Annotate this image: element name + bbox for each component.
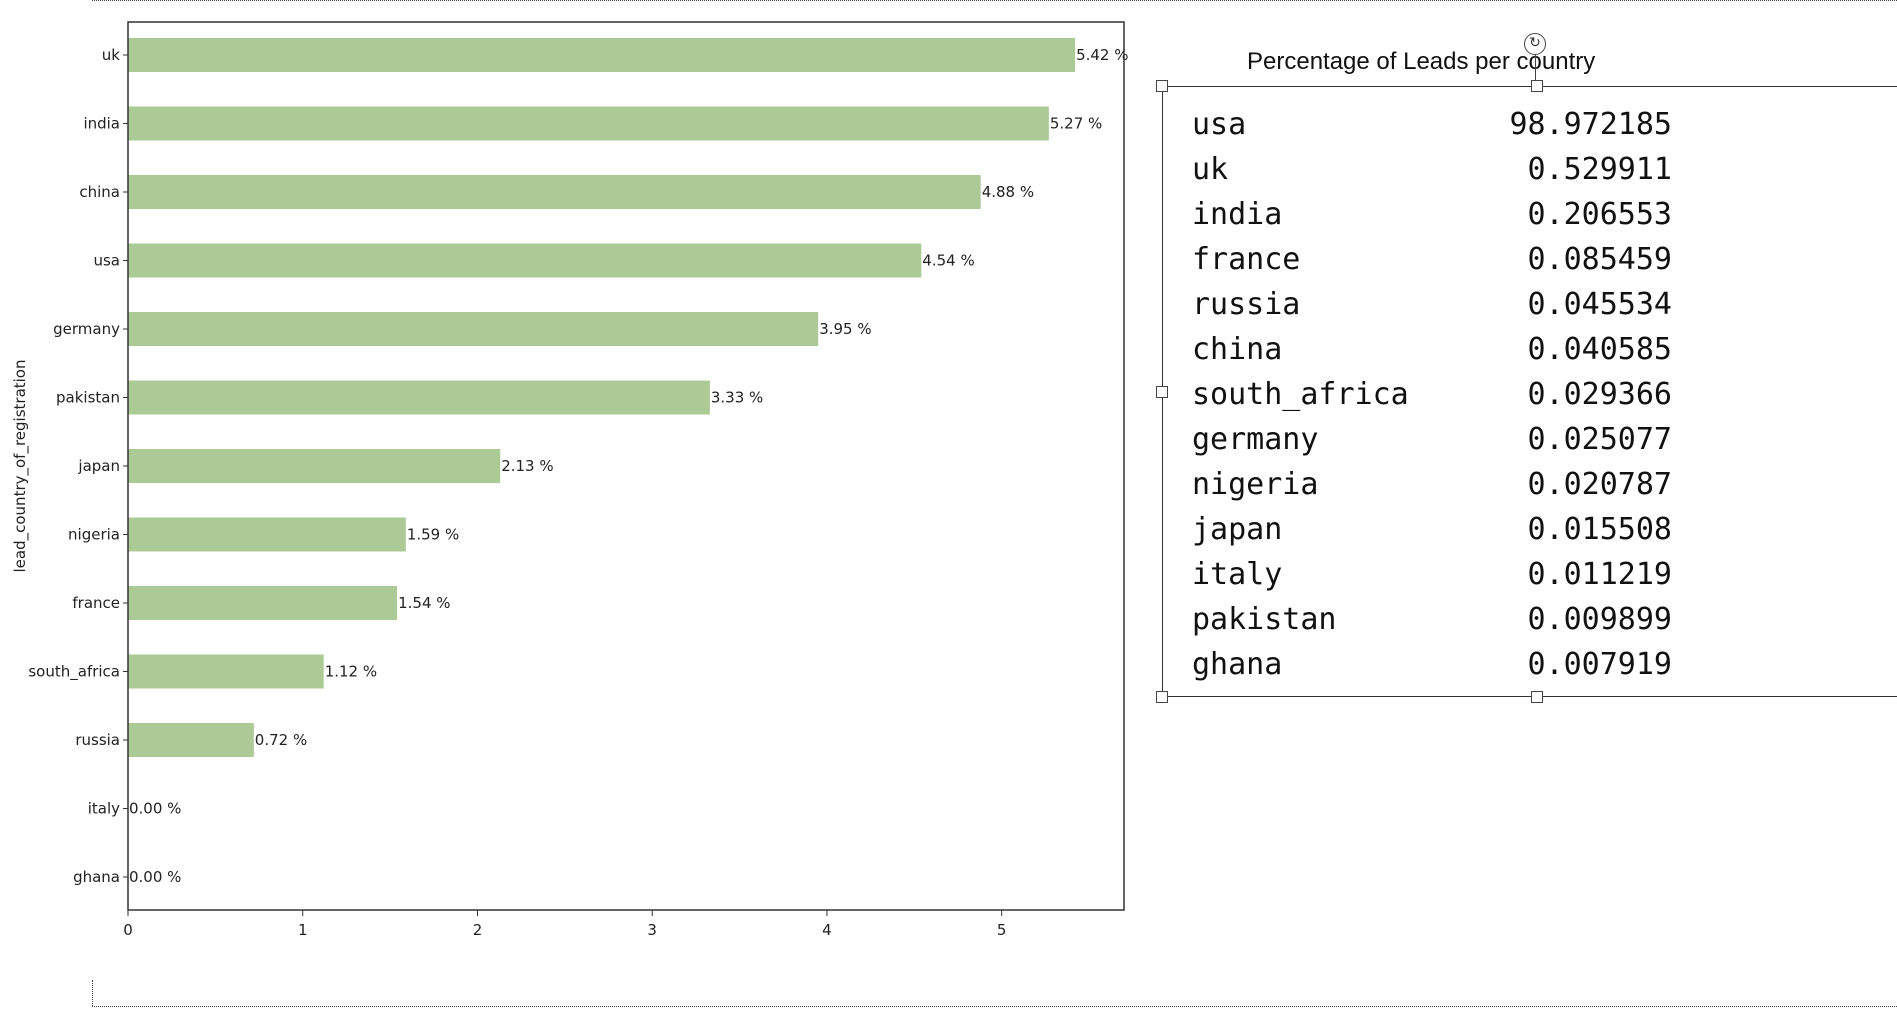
row-percentage-value: 0.007919: [1527, 647, 1673, 682]
table-title: Percentage of Leads per country: [1247, 48, 1596, 75]
row-country-name: russia: [1192, 287, 1301, 322]
ticks-layer: uk india china usa germany pakistan japan niger…: [28, 46, 1006, 939]
page-border-left: [92, 980, 93, 1006]
x-tick-label-5: 5: [997, 921, 1007, 939]
row-percentage-value: 0.020787: [1527, 467, 1673, 502]
data-label-ghana: 0.00 %: [129, 868, 181, 886]
table-row: italy 0.011219: [1192, 557, 1672, 602]
data-label-france: 1.54 %: [398, 594, 450, 612]
table-row: russia 0.045534: [1192, 287, 1672, 332]
bar-germany: [128, 312, 819, 346]
table-row: nigeria 0.020787: [1192, 467, 1672, 512]
y-tick-label-germany: germany: [53, 320, 120, 338]
row-percentage-value: 0.045534: [1527, 287, 1673, 322]
page-border-bottom: [92, 1006, 1897, 1007]
row-country-name: nigeria: [1192, 467, 1319, 502]
row-country-name: ghana: [1192, 647, 1283, 682]
bar-india: [128, 106, 1049, 141]
bar-china: [128, 175, 981, 209]
data-label-china: 4.88 %: [982, 183, 1034, 201]
y-tick-label-japan: japan: [77, 457, 120, 475]
row-country-name: china: [1192, 332, 1283, 367]
bar-france: [128, 586, 398, 620]
data-label-usa: 4.54 %: [922, 252, 974, 270]
data-label-germany: 3.95 %: [819, 320, 871, 338]
row-percentage-value: 0.011219: [1527, 557, 1673, 592]
y-tick-label-france: france: [72, 594, 120, 612]
table-row: china 0.040585: [1192, 332, 1672, 377]
y-tick-label-nigeria: nigeria: [68, 526, 120, 544]
x-tick-label-1: 1: [298, 921, 308, 939]
y-tick-label-india: india: [83, 115, 120, 133]
row-country-name: uk: [1192, 152, 1229, 187]
y-tick-label-usa: usa: [93, 252, 120, 270]
y-axis-label: lead_country_of_registration: [11, 360, 30, 573]
row-country-name: japan: [1192, 512, 1283, 547]
table-row: uk 0.529911: [1192, 152, 1672, 197]
row-country-name: germany: [1192, 422, 1319, 457]
y-tick-label-uk: uk: [102, 46, 121, 64]
row-percentage-value: 0.009899: [1527, 602, 1673, 637]
resize-handle-bottom-middle[interactable]: [1531, 691, 1543, 703]
resize-handle-bottom-left[interactable]: [1156, 691, 1168, 703]
x-tick-label-3: 3: [647, 921, 657, 939]
data-label-japan: 2.13 %: [501, 457, 553, 475]
bar-japan: [128, 449, 501, 483]
row-country-name: usa: [1192, 107, 1247, 142]
bar-russia: [128, 723, 254, 757]
resize-handle-top-left[interactable]: [1156, 80, 1168, 92]
data-label-italy: 0.00 %: [129, 800, 181, 818]
table-row: japan 0.015508: [1192, 512, 1672, 557]
row-percentage-value: 0.025077: [1527, 422, 1673, 457]
rotate-icon[interactable]: ↻: [1524, 33, 1546, 55]
data-label-nigeria: 1.59 %: [407, 526, 459, 544]
x-tick-label-2: 2: [473, 921, 483, 939]
table-row: india 0.206553: [1192, 197, 1672, 242]
row-country-name: south_africa: [1192, 377, 1409, 412]
bar-usa: [128, 243, 922, 278]
row-country-name: italy: [1192, 557, 1283, 592]
bar-chart: 5.42 % 5.27 % 4.88 % 4.54 % 3.95 % 3.33 % 2.13…: [11, 21, 1128, 939]
x-tick-label-4: 4: [822, 921, 832, 939]
data-label-south_africa: 1.12 %: [325, 663, 377, 681]
row-percentage-value: 0.029366: [1527, 377, 1673, 412]
rotate-stem: [1535, 55, 1536, 86]
row-percentage-value: 98.972185: [1509, 107, 1672, 142]
table-row: ghana 0.007919: [1192, 647, 1672, 692]
row-country-name: india: [1192, 197, 1283, 232]
y-tick-label-russia: russia: [75, 731, 120, 749]
row-percentage-value: 0.529911: [1527, 152, 1673, 187]
bar-nigeria: [128, 517, 406, 552]
row-percentage-value: 0.015508: [1527, 512, 1673, 547]
bar-south_africa: [128, 654, 324, 689]
bar-pakistan: [128, 380, 710, 415]
table-row: usa 98.972185: [1192, 107, 1672, 152]
resize-handle-middle-left[interactable]: [1156, 386, 1168, 398]
row-country-name: france: [1192, 242, 1301, 277]
y-tick-label-south_africa: south_africa: [28, 663, 120, 682]
table-row: france 0.085459: [1192, 242, 1672, 287]
page-border-top: [92, 0, 1897, 1]
bar-uk: [128, 38, 1076, 72]
table-row: south_africa 0.029366: [1192, 377, 1672, 422]
table-row: germany 0.025077: [1192, 422, 1672, 467]
y-tick-label-italy: italy: [88, 800, 120, 818]
y-tick-label-china: china: [79, 183, 120, 201]
row-percentage-value: 0.040585: [1527, 332, 1673, 367]
table-row: pakistan 0.009899: [1192, 602, 1672, 647]
y-tick-label-pakistan: pakistan: [56, 389, 120, 407]
data-label-pakistan: 3.33 %: [711, 389, 763, 407]
bars-layer: 5.42 % 5.27 % 4.88 % 4.54 % 3.95 % 3.33 % 2.13…: [128, 38, 1128, 886]
y-tick-label-ghana: ghana: [73, 868, 120, 886]
resize-handle-top-middle[interactable]: [1531, 80, 1543, 92]
data-label-uk: 5.42 %: [1076, 46, 1128, 64]
x-tick-label-0: 0: [123, 921, 133, 939]
row-percentage-value: 0.206553: [1527, 197, 1673, 232]
row-percentage-value: 0.085459: [1527, 242, 1673, 277]
data-label-india: 5.27 %: [1050, 115, 1102, 133]
row-country-name: pakistan: [1192, 602, 1337, 637]
data-label-russia: 0.72 %: [255, 731, 307, 749]
